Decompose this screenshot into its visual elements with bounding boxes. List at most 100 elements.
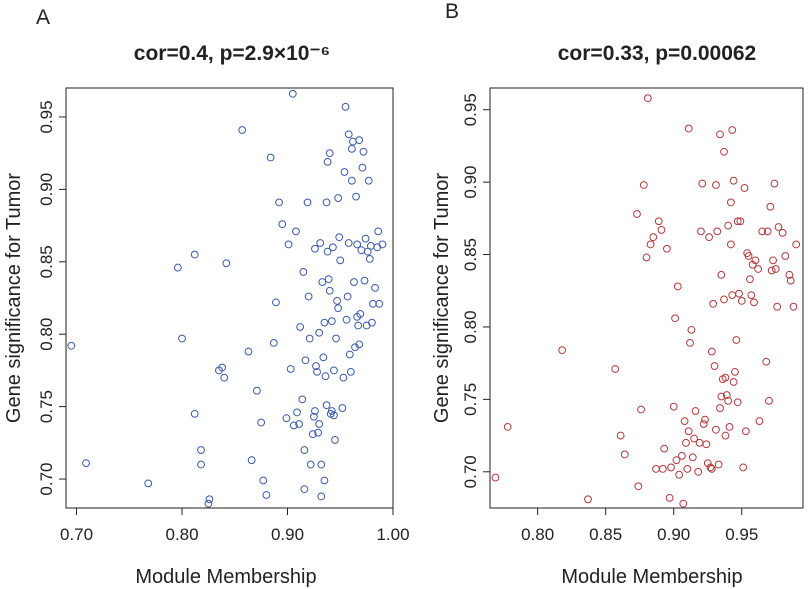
panel-b-x-tick-label: 0.85	[589, 525, 622, 544]
panel-b-point	[786, 276, 795, 285]
panel-b-point	[721, 431, 730, 440]
panel-a-point	[322, 401, 331, 410]
panel-b-y-tick-label: 0.90	[461, 166, 480, 199]
panel-b-point	[707, 464, 716, 473]
panel-a-point	[359, 147, 368, 156]
panel-a-point	[319, 353, 328, 362]
panel-a-point	[320, 476, 329, 485]
panel-b-point	[770, 179, 779, 188]
panel-a-point	[331, 436, 339, 444]
panel-a-point	[324, 275, 333, 284]
panel-b-y-label: Gene significance for Tumor	[431, 173, 453, 423]
panel-a-point	[334, 304, 343, 313]
panel-a-point	[332, 334, 340, 343]
panel-b-point	[691, 407, 700, 415]
panel-b-point	[690, 434, 699, 443]
panel-a-point	[301, 356, 310, 365]
panel-a-point	[349, 137, 357, 146]
panel-a-x-tick-label: 0.70	[60, 525, 93, 544]
panel-a-point	[295, 420, 304, 428]
panel-a-point	[353, 240, 362, 249]
panel-a-point	[363, 247, 372, 256]
panel-b-point	[660, 444, 669, 453]
panel-a-plot-frame	[65, 87, 394, 509]
panel-b-point	[721, 373, 730, 382]
panel-b-point	[785, 270, 794, 279]
panel-a-point	[344, 239, 353, 247]
panel-a: A cor=0.4, p=2.9×10⁻⁶ 0.70 0.80 0.90 1.00 0…	[3, 6, 410, 588]
panel-a-point	[355, 136, 364, 145]
panel-b-point	[672, 456, 681, 465]
panel-b-point	[675, 470, 684, 479]
panel-a-x-label: Module Membership	[135, 566, 316, 588]
panel-b-point	[732, 336, 741, 344]
panel-a-point	[355, 340, 364, 349]
panel-b-point	[733, 217, 742, 226]
panel-a-point	[335, 233, 344, 242]
panel-a-point	[342, 315, 351, 324]
panel-b-point	[766, 202, 775, 211]
panel-b-x-tick-label: 0.90	[657, 525, 690, 544]
panel-b-point	[667, 463, 675, 472]
panel-a-point	[257, 418, 266, 427]
panel-b-point	[646, 240, 655, 249]
panel-b-point	[491, 473, 500, 482]
panel-b-point	[754, 265, 762, 273]
panel-a-point	[366, 241, 375, 250]
panel-b-y-tick-label: 0.80	[461, 310, 480, 343]
panel-b-point	[679, 499, 688, 508]
panel-a-point	[344, 130, 353, 139]
panel-b-y-tick-label: 0.85	[461, 238, 480, 271]
panel-a-point	[333, 296, 341, 305]
panel-b-point	[701, 415, 709, 424]
panel-b-point	[720, 147, 728, 156]
panel-a-point	[220, 373, 229, 382]
panel-b-point	[741, 427, 750, 436]
panel-b-point	[620, 450, 629, 459]
panel-b-point	[709, 299, 718, 308]
panel-b-point	[724, 396, 733, 405]
panel-a-title: cor=0.4, p=2.9×10⁻⁶	[134, 42, 330, 65]
panel-a-point	[375, 299, 384, 308]
panel-a-point	[244, 347, 253, 356]
panel-a-point	[313, 367, 321, 376]
panel-b-point	[731, 367, 739, 376]
panel-b-point	[781, 252, 790, 260]
panel-a-point	[205, 495, 214, 504]
panel-b-point	[616, 431, 625, 440]
panel-a-point	[371, 283, 379, 292]
panel-a-point	[347, 144, 356, 153]
panel-a-point	[354, 321, 363, 330]
panel-b-point	[706, 463, 715, 472]
panel-a-point	[269, 338, 278, 347]
panel-b-point	[769, 256, 777, 265]
panel-a-point	[356, 310, 365, 318]
panel-b-point	[729, 378, 738, 386]
panel-a-x-tick-label: 0.80	[165, 525, 198, 544]
panel-a-point	[350, 278, 358, 286]
panel-b-point	[778, 228, 787, 237]
panel-a-point	[314, 428, 323, 437]
panel-b-point	[687, 325, 696, 334]
panel-a-point	[365, 254, 374, 263]
panel-b-point	[736, 217, 745, 226]
panel-b-point	[762, 357, 771, 366]
panel-a-point	[322, 198, 331, 207]
panel-b-point	[611, 365, 620, 373]
panel-a-point	[320, 318, 329, 327]
panel-a-point	[272, 298, 280, 307]
panel-b-point	[673, 282, 682, 291]
panel-b-point	[714, 460, 723, 469]
panel-b-point	[642, 253, 651, 262]
panel-a-point	[303, 198, 312, 207]
panel-a-point	[262, 491, 271, 499]
panel-a-point	[173, 263, 182, 272]
panel-a-point	[343, 292, 352, 301]
panel-b-point	[720, 295, 728, 304]
panel-b-point	[699, 420, 708, 428]
panel-b-point	[634, 482, 643, 491]
panel-b-points	[491, 94, 801, 508]
panel-a-point	[357, 246, 366, 255]
panel-a-y-tick-label: 0.75	[37, 390, 56, 423]
panel-a-point	[321, 372, 330, 381]
